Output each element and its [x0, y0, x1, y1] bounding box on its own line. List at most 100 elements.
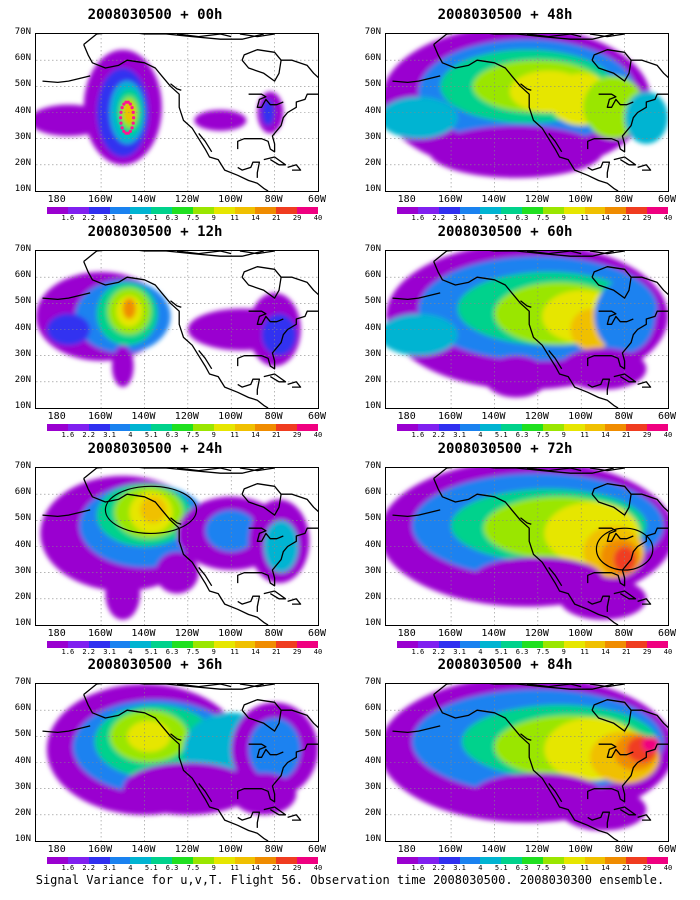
coastline: [587, 161, 611, 178]
colorbar-swatch: [438, 424, 460, 431]
lat-tick-label: 10N: [364, 401, 381, 411]
colorbar-swatch: [563, 857, 585, 864]
colorbar-label: 5.1: [144, 864, 158, 872]
lon-tick-label: 160W: [88, 411, 113, 422]
coastline: [198, 132, 213, 153]
coastline: [248, 93, 284, 108]
coastline: [433, 684, 614, 696]
coastline: [598, 93, 634, 108]
colorbar-label: 5.1: [144, 431, 158, 439]
observation-point: [132, 116, 136, 120]
colorbar-swatch: [213, 857, 235, 864]
colorbar-label: 6.3: [515, 431, 529, 439]
lat-tick-label: 50N: [14, 729, 31, 740]
colorbar-swatch: [130, 641, 152, 648]
colorbar-swatch: [438, 641, 460, 648]
variance-contour: [194, 109, 247, 131]
colorbar-swatch: [563, 207, 585, 214]
colorbar-swatch: [563, 424, 585, 431]
colorbar-label: 40: [313, 214, 323, 222]
lon-tick-label: 140W: [131, 844, 156, 855]
coastline: [598, 743, 634, 758]
colorbar-label: 40: [313, 431, 323, 439]
lat-tick-label: 50N: [14, 513, 31, 524]
lat-tick-label: 20N: [364, 374, 381, 385]
coastline: [587, 378, 611, 395]
observation-point: [119, 121, 123, 125]
colorbar: [397, 857, 668, 864]
colorbar-label: 1.6: [61, 864, 75, 872]
colorbar-label: 40: [663, 214, 673, 222]
figure-caption: Signal Variance for u,v,T. Flight 56. Ob…: [35, 873, 665, 887]
lat-tick-label: 20N: [14, 807, 31, 818]
coastline: [526, 34, 582, 38]
colorbar-swatch: [234, 857, 256, 864]
variance-contour: [559, 788, 647, 831]
colorbar-label: 29: [642, 864, 652, 872]
colorbar-swatch: [397, 207, 418, 214]
coastline: [526, 251, 582, 255]
variance-contour: [140, 496, 167, 523]
coastline: [198, 782, 213, 803]
coastline: [392, 292, 441, 301]
coastline: [198, 349, 213, 370]
coastline: [433, 694, 619, 841]
panel-title: 2008030500 + 72h: [437, 441, 573, 457]
lat-tick-label: 60N: [364, 270, 381, 281]
colorbar-label: 5.1: [494, 214, 508, 222]
colorbar-label: 11: [580, 648, 589, 656]
map-panel-p60: 2008030500 + 60h 70N 60N 50N 40N 30N 20N 10N 180…: [355, 222, 685, 439]
colorbar-label: 7.5: [186, 431, 200, 439]
lon-tick-label: 60W: [657, 628, 677, 639]
lat-tick-label: 60N: [14, 270, 31, 281]
colorbar-swatch: [417, 207, 439, 214]
lon-tick-label: 180: [397, 844, 416, 855]
colorbar-label: 7.5: [536, 214, 550, 222]
lon-tick-label: 140W: [131, 194, 156, 205]
coastline: [637, 814, 652, 821]
coastline: [237, 378, 261, 395]
highlight-circle: [104, 485, 198, 535]
coastline: [613, 156, 637, 166]
colorbar-swatch: [47, 207, 68, 214]
lat-tick-label: 40N: [364, 755, 381, 766]
colorbar-label: 7.5: [186, 864, 200, 872]
lat-tick-label: 60N: [364, 703, 381, 714]
colorbar-label: 1.6: [61, 431, 75, 439]
colorbar-label: 5.1: [144, 214, 158, 222]
lat-tick-label: 50N: [14, 79, 31, 90]
lat-tick-label: 30N: [14, 565, 31, 576]
colorbar-swatch: [584, 641, 606, 648]
observation-point: [131, 110, 135, 114]
colorbar-label: 21: [622, 648, 631, 656]
colorbar-label: 40: [663, 648, 673, 656]
colorbar-swatch: [255, 207, 277, 214]
colorbar-swatch: [480, 857, 502, 864]
colorbar-label: 29: [292, 214, 302, 222]
colorbar-label: 9: [561, 864, 566, 872]
coastline: [631, 276, 668, 296]
observation-point: [131, 121, 135, 125]
colorbar-label: 1.6: [411, 864, 425, 872]
coastline: [589, 684, 625, 688]
colorbar-swatch: [172, 424, 193, 431]
lat-tick-label: 20N: [14, 591, 31, 602]
colorbar-swatch: [213, 424, 235, 431]
colorbar-label: 21: [272, 864, 281, 872]
colorbar-swatch: [172, 207, 193, 214]
colorbar-label: 6.3: [165, 864, 179, 872]
observation-point: [128, 102, 132, 106]
colorbar-label: 4: [478, 864, 483, 872]
colorbar-label: 3.1: [103, 648, 116, 656]
coastline: [598, 310, 634, 325]
coastline: [631, 59, 668, 79]
map-panel-p00: 2008030500 + 00h 70N 60N 50N 40N 30N 20N 10N 180…: [5, 5, 335, 222]
lat-tick-label: 10N: [14, 618, 31, 628]
lon-tick-label: 160W: [88, 194, 113, 205]
colorbar-label: 14: [601, 214, 610, 222]
colorbar-swatch: [522, 424, 543, 431]
colorbar-label: 21: [622, 214, 631, 222]
map-area: [35, 683, 319, 842]
panel-title: 2008030500 + 24h: [87, 441, 223, 457]
colorbar-swatch: [130, 207, 152, 214]
